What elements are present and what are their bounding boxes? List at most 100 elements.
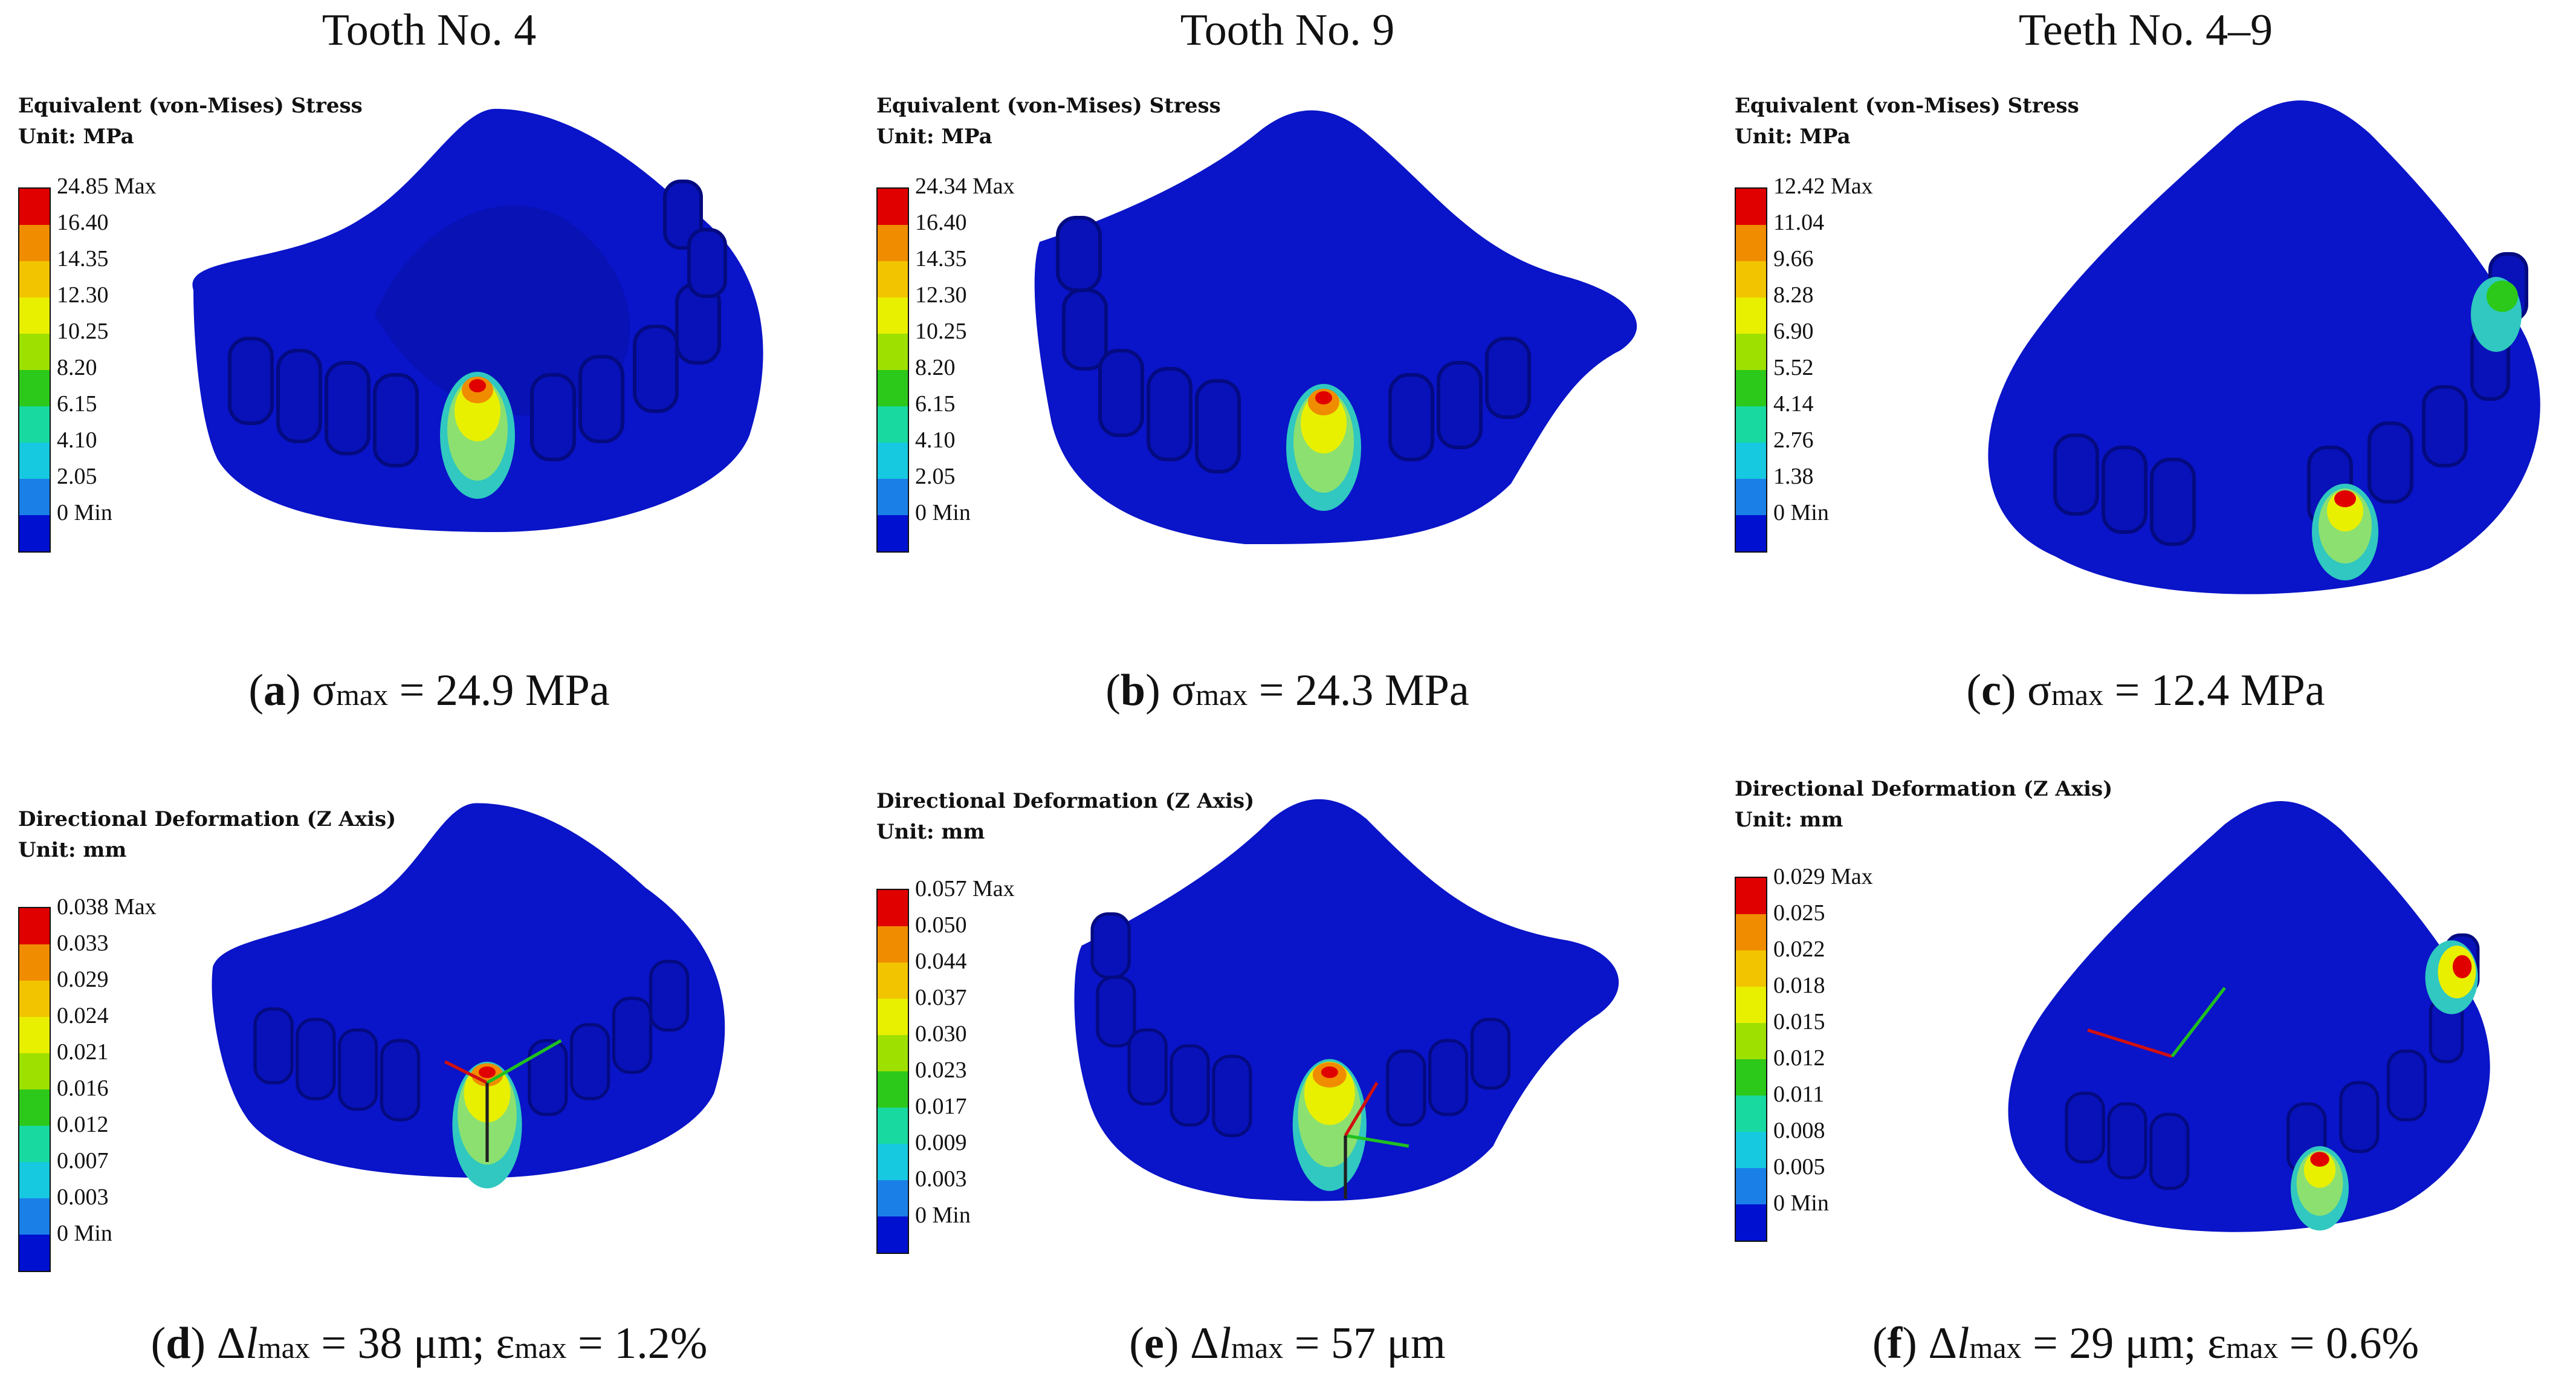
legend-tick-label: 0.011 [1773, 1082, 1825, 1107]
legend-tick-label: 4.10 [57, 427, 97, 453]
scale-segment [878, 225, 908, 261]
panel-f: Directional Deformation (Z Axis) Unit: m… [1717, 713, 2575, 1294]
scale-segment [878, 1071, 908, 1108]
denture-stress-model [192, 109, 763, 532]
panel-a: Equivalent (von-Mises) Stress Unit: MPa … [0, 0, 858, 665]
scale-segment [19, 443, 50, 479]
legend-tick-label: 0.017 [915, 1094, 967, 1119]
scale-segment [19, 479, 50, 515]
scale-segment [1736, 878, 1766, 914]
caption-e: (e) Δlmax = 57 μm [1129, 1319, 1446, 1368]
legend-tick-label: 10.25 [57, 319, 109, 344]
legend-quantity: Directional Deformation (Z Axis) [1735, 777, 2113, 801]
teeth-row [1056, 216, 1531, 473]
caption-b: (b) σmax = 24.3 MPa [1105, 666, 1469, 715]
scale-segment [19, 225, 50, 261]
legend-tick-label: 0.037 [915, 985, 967, 1010]
legend-tick-label: 0 Min [1773, 1190, 1829, 1216]
scale-segment [878, 963, 908, 999]
palate-shade [375, 205, 630, 416]
scale-segment [1736, 515, 1766, 551]
legend-tick-label: 0.033 [57, 930, 109, 956]
legend-ticks: 0.038 Max 0.033 0.029 0.024 0.021 0.016 0.012 0… [57, 889, 157, 1252]
legend-tick-label: 12.30 [57, 282, 109, 308]
legend-ticks: 12.42 Max 11.04 9.66 8.28 6.90 5.52 4.14 2.76 1.… [1773, 168, 1873, 531]
legend-title: Directional Deformation (Z Axis) Unit: m… [18, 804, 396, 866]
legend-quantity: Equivalent (von-Mises) Stress [876, 94, 1221, 118]
legend-tick-label: 14.35 [915, 246, 967, 271]
denture-shape [1988, 100, 2540, 594]
denture-deformation-model [2008, 801, 2490, 1232]
legend-tick-label: 4.14 [1773, 391, 1814, 417]
legend-tick-label: 0.044 [915, 949, 967, 974]
legend-quantity: Directional Deformation (Z Axis) [18, 807, 396, 831]
legend-tick-label: 1.38 [1773, 464, 1814, 489]
legend-tick-label: 0.015 [1773, 1009, 1825, 1034]
scale-segment [1736, 297, 1766, 334]
loaded-tooth [440, 372, 515, 499]
legend-tick-label: 0.005 [1773, 1154, 1825, 1180]
scale-segment [878, 890, 908, 926]
legend-tick-label: 0.016 [57, 1076, 109, 1101]
loaded-tooth-secondary [2471, 277, 2522, 352]
scale-segment [1736, 914, 1766, 950]
scale-segment [878, 297, 908, 334]
scale-segment [1736, 225, 1766, 261]
caption-f: (f) Δlmax = 29 μm; εmax = 0.6% [1872, 1319, 2419, 1368]
legend-tick-label: 24.34 Max [915, 174, 1015, 199]
loaded-tooth-secondary [2425, 940, 2478, 1015]
scale-segment [1736, 1132, 1766, 1168]
legend-unit: Unit: mm [876, 820, 985, 844]
coordinate-axes-icon [2087, 987, 2226, 1058]
legend-unit: Unit: mm [18, 838, 127, 862]
legend-tick-label: 0.018 [1773, 973, 1825, 998]
legend-tick-label: 6.15 [915, 391, 956, 417]
color-scale-bar [1735, 187, 1767, 553]
scale-segment [19, 1235, 50, 1271]
legend-tick-label: 9.66 [1773, 246, 1814, 271]
legend-tick-label: 0.021 [57, 1039, 109, 1065]
teeth-row [1090, 912, 1511, 1137]
legend-tick-label: 0.003 [57, 1184, 109, 1210]
scale-segment [1736, 189, 1766, 225]
scale-segment [19, 189, 50, 225]
legend-tick-label: 0.012 [1773, 1045, 1825, 1071]
scale-segment [878, 406, 908, 443]
denture-deformation-model [212, 803, 725, 1189]
legend-unit: Unit: MPa [876, 125, 992, 149]
scale-segment [878, 334, 908, 370]
legend-tick-label: 6.90 [1773, 319, 1814, 344]
legend-tick-label: 6.15 [57, 391, 97, 417]
legend-title: Equivalent (von-Mises) Stress Unit: MPa [18, 91, 363, 152]
color-scale-bar [876, 889, 909, 1254]
caption-d: (d) Δlmax = 38 μm; εmax = 1.2% [150, 1319, 708, 1368]
scale-segment [19, 261, 50, 297]
legend-title: Equivalent (von-Mises) Stress Unit: MPa [876, 91, 1221, 152]
legend-tick-label: 14.35 [57, 246, 109, 271]
scale-segment [19, 1126, 50, 1162]
legend-tick-label: 0.003 [915, 1166, 967, 1192]
scale-segment [1736, 443, 1766, 479]
legend-tick-label: 0.009 [915, 1130, 967, 1155]
scale-segment [878, 443, 908, 479]
column-title-2: Tooth No. 9 [1180, 5, 1395, 55]
legend-tick-label: 16.40 [57, 210, 109, 235]
scale-segment [19, 297, 50, 334]
panel-c: Equivalent (von-Mises) Stress Unit: MPa … [1717, 0, 2575, 665]
legend-tick-label: 12.30 [915, 282, 967, 308]
denture-deformation-model [1074, 799, 1619, 1201]
legend-ticks: 0.057 Max 0.050 0.044 0.037 0.030 0.023 0.017 0… [915, 871, 1015, 1233]
loaded-tooth [1286, 384, 1361, 511]
scale-segment [878, 999, 908, 1035]
legend-tick-label: 0 Min [57, 500, 112, 525]
legend-tick-label: 0.007 [57, 1148, 109, 1174]
scale-segment [1736, 1096, 1766, 1132]
legend-tick-label: 10.25 [915, 319, 967, 344]
color-scale-bar [18, 187, 51, 553]
scale-segment [878, 370, 908, 406]
panel-d: Directional Deformation (Z Axis) Unit: m… [0, 713, 858, 1294]
scale-segment [19, 981, 50, 1017]
legend-tick-label: 16.40 [915, 210, 967, 235]
legend-tick-label: 4.10 [915, 427, 956, 453]
scale-segment [1736, 334, 1766, 370]
